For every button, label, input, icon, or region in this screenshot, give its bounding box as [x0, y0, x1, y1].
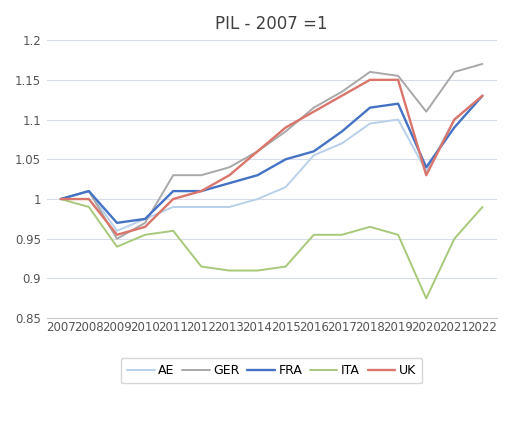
- AE: [395, 117, 401, 122]
- AE: [86, 188, 92, 194]
- GER: [198, 172, 205, 178]
- AE: [283, 184, 289, 190]
- UK: [367, 77, 373, 82]
- ITA: [170, 228, 176, 233]
- FRA: [198, 188, 205, 194]
- ITA: [283, 264, 289, 269]
- GER: [367, 69, 373, 75]
- ITA: [480, 204, 486, 209]
- GER: [395, 73, 401, 78]
- GER: [423, 109, 429, 114]
- ITA: [339, 232, 345, 237]
- FRA: [170, 188, 176, 194]
- FRA: [114, 220, 120, 225]
- Line: ITA: ITA: [61, 199, 483, 299]
- GER: [480, 61, 486, 67]
- GER: [254, 149, 261, 154]
- ITA: [395, 232, 401, 237]
- GER: [339, 89, 345, 94]
- AE: [58, 196, 64, 202]
- AE: [142, 216, 148, 221]
- FRA: [367, 105, 373, 110]
- Line: FRA: FRA: [61, 96, 483, 223]
- FRA: [451, 125, 457, 130]
- GER: [58, 196, 64, 202]
- Legend: AE, GER, FRA, ITA, UK: AE, GER, FRA, ITA, UK: [121, 358, 423, 383]
- FRA: [423, 164, 429, 170]
- UK: [451, 117, 457, 122]
- FRA: [480, 93, 486, 98]
- GER: [451, 69, 457, 75]
- ITA: [142, 232, 148, 237]
- FRA: [339, 129, 345, 134]
- FRA: [395, 101, 401, 106]
- UK: [226, 172, 232, 178]
- AE: [310, 153, 317, 158]
- FRA: [310, 149, 317, 154]
- FRA: [254, 172, 261, 178]
- ITA: [114, 244, 120, 249]
- ITA: [367, 224, 373, 229]
- UK: [170, 196, 176, 202]
- AE: [198, 204, 205, 209]
- ITA: [86, 204, 92, 209]
- Title: PIL - 2007 =1: PIL - 2007 =1: [215, 15, 328, 33]
- GER: [86, 188, 92, 194]
- AE: [480, 93, 486, 98]
- GER: [170, 172, 176, 178]
- UK: [198, 188, 205, 194]
- UK: [254, 149, 261, 154]
- GER: [142, 220, 148, 225]
- AE: [114, 228, 120, 233]
- AE: [423, 168, 429, 174]
- ITA: [310, 232, 317, 237]
- FRA: [58, 196, 64, 202]
- UK: [142, 224, 148, 229]
- UK: [395, 77, 401, 82]
- AE: [170, 204, 176, 209]
- FRA: [142, 216, 148, 221]
- UK: [283, 125, 289, 130]
- AE: [339, 141, 345, 146]
- GER: [114, 236, 120, 241]
- Line: AE: AE: [61, 96, 483, 231]
- UK: [58, 196, 64, 202]
- Line: GER: GER: [61, 64, 483, 239]
- ITA: [198, 264, 205, 269]
- GER: [226, 164, 232, 170]
- AE: [367, 121, 373, 126]
- AE: [451, 117, 457, 122]
- GER: [310, 105, 317, 110]
- AE: [254, 196, 261, 202]
- FRA: [226, 180, 232, 186]
- UK: [423, 172, 429, 178]
- UK: [310, 109, 317, 114]
- UK: [339, 93, 345, 98]
- ITA: [226, 268, 232, 273]
- UK: [480, 93, 486, 98]
- AE: [226, 204, 232, 209]
- ITA: [451, 236, 457, 241]
- ITA: [58, 196, 64, 202]
- ITA: [254, 268, 261, 273]
- ITA: [423, 296, 429, 301]
- FRA: [86, 188, 92, 194]
- UK: [86, 196, 92, 202]
- FRA: [283, 157, 289, 162]
- GER: [283, 129, 289, 134]
- Line: UK: UK: [61, 80, 483, 235]
- UK: [114, 232, 120, 237]
